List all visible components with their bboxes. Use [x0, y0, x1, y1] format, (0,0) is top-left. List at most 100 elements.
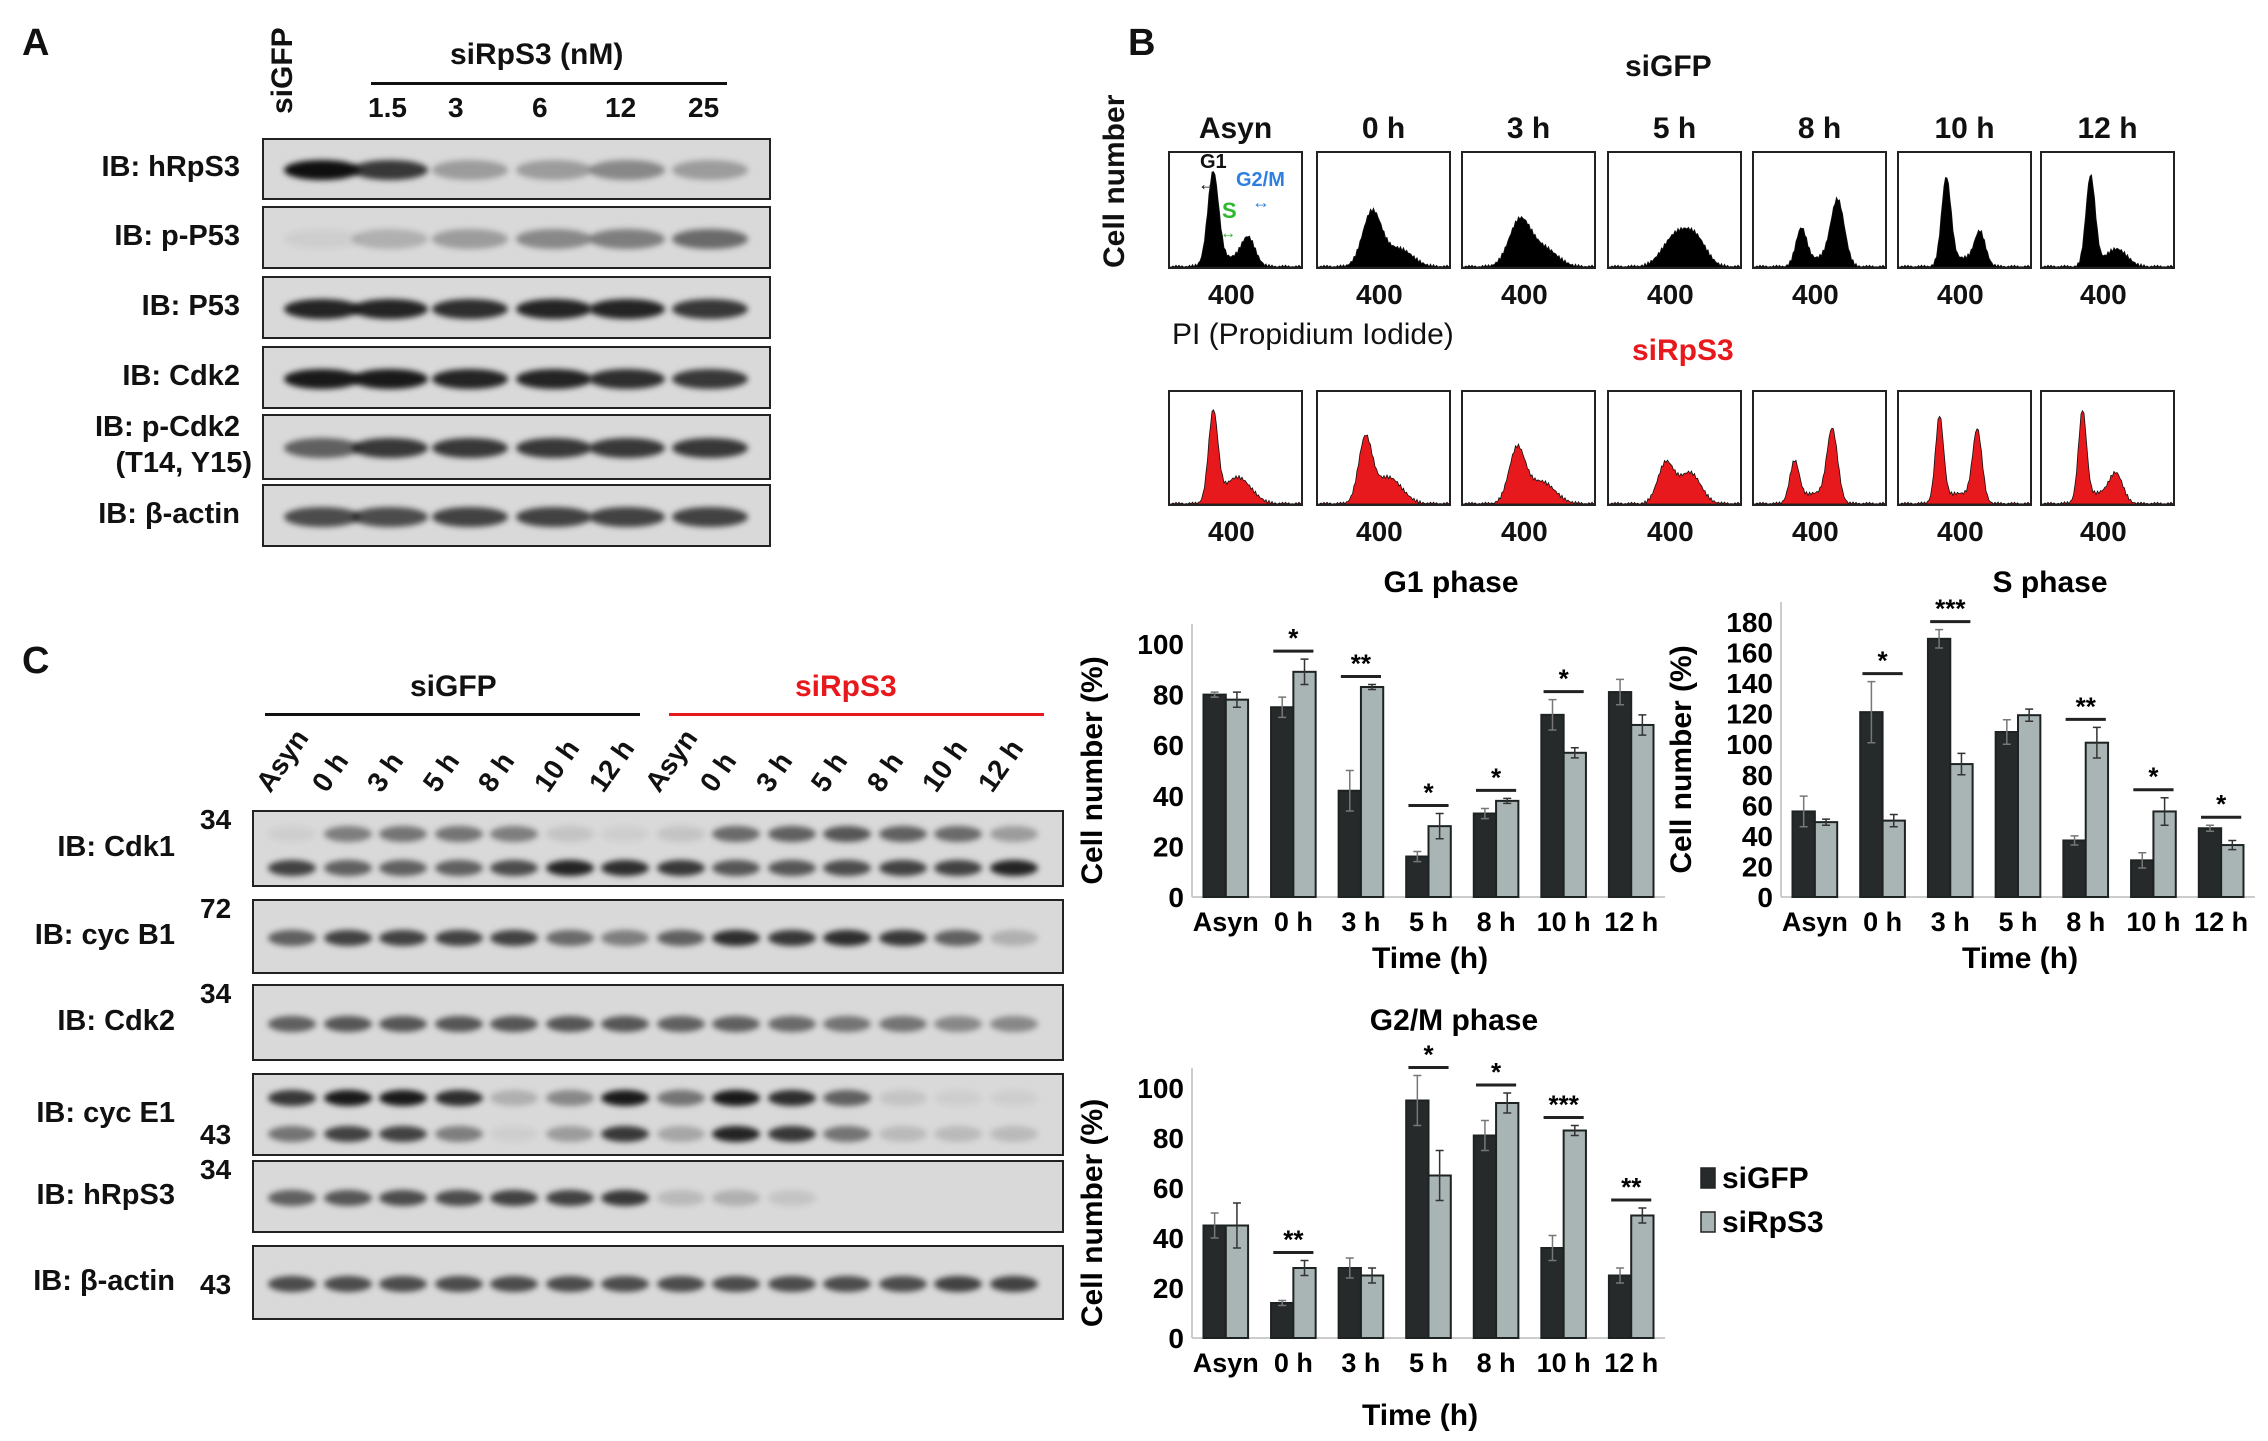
blot-label: IB: β-actin [98, 497, 240, 530]
band [352, 160, 428, 180]
bar-sigfp [1202, 693, 1227, 898]
histogram-sirps3 [1607, 390, 1745, 506]
band [490, 825, 538, 842]
error-bar [1368, 683, 1377, 691]
band [284, 368, 360, 389]
x-tick-label: 0 h [1274, 1348, 1313, 1378]
band [712, 825, 760, 842]
x-tick-label: 0 h [1274, 907, 1313, 937]
band [434, 1015, 483, 1032]
histogram-tick-label: 400 [1937, 279, 1984, 310]
y-tick-label: 0 [1757, 882, 1773, 913]
band [989, 825, 1038, 842]
bar-sigfp [1202, 1224, 1227, 1339]
chart-0: G1 phase 0 20 40 60 80 100 Cell number (%) Time … [1076, 566, 1665, 975]
y-tick-label: 100 [1137, 629, 1184, 660]
band [934, 1089, 982, 1106]
bar-sirps3 [1359, 686, 1385, 899]
band [432, 368, 508, 389]
band [516, 228, 592, 249]
band [672, 160, 748, 180]
y-tick-label: 100 [1726, 729, 1773, 760]
bar-sirps3 [2017, 714, 2042, 899]
band [352, 506, 428, 527]
band [545, 1275, 594, 1292]
bar-sigfp [1540, 713, 1565, 899]
chart-title: G2/M phase [1370, 1004, 1538, 1037]
sirps3-title: siRpS3 [1632, 334, 1734, 367]
histogram-sirps3 [1752, 390, 1890, 506]
band [516, 160, 592, 180]
histogram-trace [1170, 409, 1306, 505]
bar-sirps3 [1292, 670, 1317, 899]
g1-annotation: G1 [1200, 151, 1227, 173]
histogram-tick-label: 400 [2080, 279, 2127, 310]
band [601, 1275, 649, 1292]
band [934, 1126, 982, 1143]
y-tick-label: 40 [1153, 781, 1184, 812]
x-tick-label: 10 h [2126, 907, 2180, 937]
bar-sigfp [1607, 1274, 1633, 1339]
mw-marker: 43 [200, 1268, 232, 1300]
histogram-sirps3 [1461, 390, 1599, 506]
error-bar [1210, 1212, 1219, 1239]
y-tick-label: 40 [1153, 1223, 1184, 1254]
error-bar [1480, 807, 1489, 820]
band [352, 298, 428, 319]
band [434, 1126, 483, 1143]
blot-label: IB: β-actin [33, 1264, 175, 1297]
error-bar [1889, 813, 1898, 828]
legend-label: siGFP [1722, 1162, 1809, 1195]
error-bar [1503, 1092, 1512, 1114]
band [490, 1089, 538, 1106]
significance-marker: * [1288, 623, 1299, 653]
blot-label: IB: p-Cdk2 [95, 411, 240, 443]
band [545, 929, 594, 946]
histogram-tick-label: 400 [1208, 279, 1255, 310]
blot-2 [252, 984, 1064, 1061]
x-tick-label: 3 h [1341, 907, 1380, 937]
band [379, 1015, 427, 1032]
band [268, 825, 316, 842]
band [934, 1015, 982, 1032]
error-bar [1799, 795, 1808, 828]
band [323, 859, 372, 876]
histogram-tick-label: 400 [2080, 516, 2127, 547]
blot-label: IB: Cdk2 [57, 1004, 175, 1037]
histogram-tick-label: 400 [1356, 279, 1403, 310]
band [284, 160, 360, 180]
error-bar [2228, 839, 2237, 851]
band [323, 1126, 372, 1143]
bar-sirps3 [1630, 1214, 1655, 1339]
significance-marker: * [1878, 646, 1889, 676]
error-bar [2070, 835, 2079, 846]
significance-marker: * [1423, 778, 1434, 808]
error-bar [2025, 708, 2034, 723]
band [878, 859, 927, 876]
histogram-tick-label: 400 [1356, 516, 1403, 547]
band [712, 859, 760, 876]
timepoint-label: 3 h [1506, 112, 1551, 145]
bar-sirps3 [1949, 763, 1974, 898]
band [656, 825, 705, 842]
band [352, 438, 428, 458]
band [767, 1189, 816, 1206]
histogram-tick-label: 400 [1501, 279, 1548, 310]
blot-0 [262, 138, 771, 200]
bar-sigfp [2062, 839, 2087, 899]
error-bar [1413, 1074, 1422, 1127]
band [712, 929, 760, 946]
blot-5 [252, 1245, 1064, 1320]
bar-sirps3 [2084, 741, 2110, 899]
band [989, 1275, 1038, 1292]
band [516, 506, 592, 527]
band [516, 298, 592, 319]
band [545, 859, 594, 876]
band [589, 438, 665, 458]
band [656, 1015, 705, 1032]
histogram-tick-label: 400 [1647, 516, 1694, 547]
x-axis-label: Time (h) [1962, 942, 2078, 975]
bar-sigfp [1926, 637, 1952, 898]
